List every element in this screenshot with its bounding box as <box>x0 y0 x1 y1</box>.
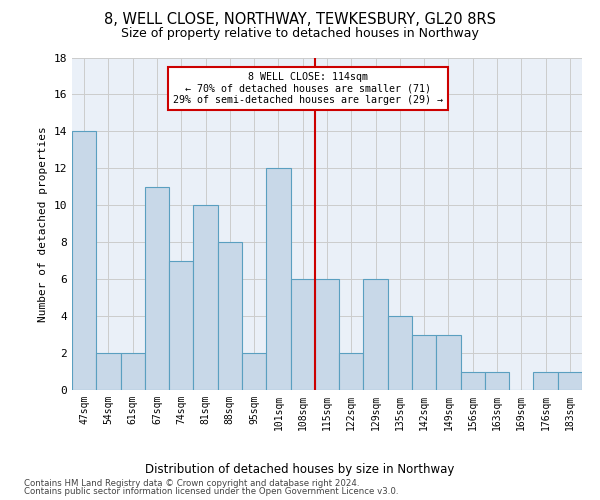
Bar <box>96 353 121 390</box>
Bar <box>290 279 315 390</box>
Text: Distribution of detached houses by size in Northway: Distribution of detached houses by size … <box>145 462 455 475</box>
Text: Contains public sector information licensed under the Open Government Licence v3: Contains public sector information licen… <box>24 487 398 496</box>
Bar <box>315 279 339 390</box>
Bar <box>436 334 461 390</box>
Bar <box>558 372 582 390</box>
Bar <box>72 132 96 390</box>
Bar <box>121 353 145 390</box>
Bar <box>218 242 242 390</box>
Bar <box>169 260 193 390</box>
Bar <box>533 372 558 390</box>
Text: Size of property relative to detached houses in Northway: Size of property relative to detached ho… <box>121 28 479 40</box>
Text: 8, WELL CLOSE, NORTHWAY, TEWKESBURY, GL20 8RS: 8, WELL CLOSE, NORTHWAY, TEWKESBURY, GL2… <box>104 12 496 28</box>
Bar <box>242 353 266 390</box>
Text: Contains HM Land Registry data © Crown copyright and database right 2024.: Contains HM Land Registry data © Crown c… <box>24 478 359 488</box>
Bar <box>364 279 388 390</box>
Bar <box>266 168 290 390</box>
Text: 8 WELL CLOSE: 114sqm
← 70% of detached houses are smaller (71)
29% of semi-detac: 8 WELL CLOSE: 114sqm ← 70% of detached h… <box>173 72 443 106</box>
Bar <box>461 372 485 390</box>
Bar <box>485 372 509 390</box>
Bar <box>145 187 169 390</box>
Bar <box>412 334 436 390</box>
Bar <box>339 353 364 390</box>
Bar <box>193 206 218 390</box>
Y-axis label: Number of detached properties: Number of detached properties <box>38 126 48 322</box>
Bar <box>388 316 412 390</box>
